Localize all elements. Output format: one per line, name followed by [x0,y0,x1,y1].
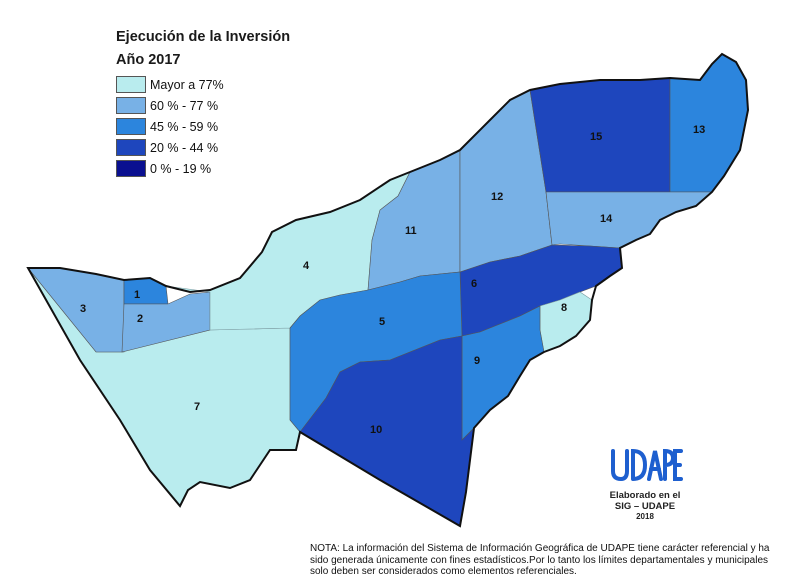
legend-label: 0 % - 19 % [150,161,212,176]
region-label-9: 9 [474,355,480,367]
legend-swatch [116,118,146,135]
region-label-3: 3 [80,303,86,315]
region-label-8: 8 [561,302,567,314]
udape-logo-icon [611,448,683,482]
legend-item: 20 % - 44 % [116,137,224,158]
region-13[interactable] [669,53,749,193]
logo-year: 2018 [636,512,654,521]
legend-label: 60 % - 77 % [150,98,219,113]
region-label-11: 11 [405,225,417,237]
region-label-10: 10 [370,424,382,436]
disclaimer-note: NOTA: La información del Sistema de Info… [310,543,770,577]
legend: Mayor a 77% 60 % - 77 % 45 % - 59 % 20 %… [116,74,224,179]
map-year: Año 2017 [116,52,181,68]
legend-label: 20 % - 44 % [150,140,219,155]
udape-logo: Elaborado en el SIG – UDAPE 2018 [600,445,690,521]
region-label-2: 2 [137,313,143,325]
legend-swatch [116,139,146,156]
legend-swatch [116,97,146,114]
region-label-12: 12 [491,191,503,203]
logo-line1: Elaborado en el [609,490,681,501]
region-label-14: 14 [600,213,613,225]
region-1[interactable] [123,277,169,305]
region-label-7: 7 [194,401,200,413]
legend-label: Mayor a 77% [150,77,224,92]
legend-swatch [116,76,146,93]
map-title: Ejecución de la Inversión [116,29,291,45]
department-outline [26,52,750,528]
legend-item: Mayor a 77% [116,74,224,95]
legend-item: 45 % - 59 % [116,116,224,137]
region-label-1: 1 [134,289,140,301]
region-label-5: 5 [379,316,385,328]
legend-item: 0 % - 19 % [116,158,224,179]
region-label-13: 13 [693,124,705,136]
region-label-6: 6 [471,278,477,290]
region-label-4: 4 [303,260,310,272]
logo-line2: SIG – UDAPE [614,501,676,512]
legend-swatch [116,160,146,177]
legend-label: 45 % - 59 % [150,119,219,134]
legend-item: 60 % - 77 % [116,95,224,116]
region-label-15: 15 [590,131,602,143]
region-14[interactable] [545,191,713,249]
